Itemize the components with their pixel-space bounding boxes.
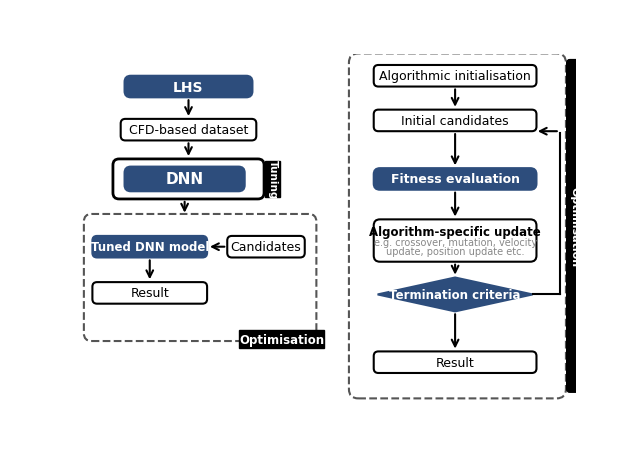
- FancyBboxPatch shape: [349, 54, 566, 398]
- Text: Tuned DNN model: Tuned DNN model: [91, 241, 209, 254]
- Text: DNN: DNN: [166, 172, 204, 187]
- Text: LHS: LHS: [173, 80, 204, 95]
- Text: e.g. crossover, mutation, velocity: e.g. crossover, mutation, velocity: [374, 238, 537, 247]
- FancyBboxPatch shape: [374, 111, 536, 132]
- FancyBboxPatch shape: [374, 352, 536, 373]
- Text: Termination criteria: Termination criteria: [389, 288, 521, 301]
- Text: Optimisation: Optimisation: [570, 186, 579, 266]
- FancyBboxPatch shape: [566, 61, 582, 392]
- FancyBboxPatch shape: [92, 282, 207, 304]
- Text: Tuning: Tuning: [268, 160, 278, 199]
- Text: Optimisation: Optimisation: [239, 333, 324, 346]
- Text: Algorithm-specific update: Algorithm-specific update: [369, 225, 541, 238]
- Text: Algorithmic initialisation: Algorithmic initialisation: [380, 70, 531, 83]
- FancyBboxPatch shape: [374, 220, 536, 262]
- Text: update, position update etc.: update, position update etc.: [386, 246, 524, 256]
- Bar: [265, 162, 280, 197]
- FancyBboxPatch shape: [84, 214, 316, 341]
- FancyBboxPatch shape: [125, 167, 244, 192]
- FancyBboxPatch shape: [125, 77, 252, 98]
- FancyBboxPatch shape: [113, 160, 264, 200]
- Text: Fitness evaluation: Fitness evaluation: [390, 173, 520, 186]
- FancyBboxPatch shape: [92, 236, 207, 258]
- FancyBboxPatch shape: [227, 236, 305, 258]
- Text: Initial candidates: Initial candidates: [401, 115, 509, 128]
- FancyBboxPatch shape: [374, 66, 536, 87]
- FancyBboxPatch shape: [121, 120, 256, 141]
- Bar: [239, 330, 324, 348]
- Text: Candidates: Candidates: [230, 241, 301, 254]
- FancyBboxPatch shape: [374, 169, 536, 190]
- Text: Result: Result: [436, 356, 474, 369]
- Polygon shape: [378, 278, 532, 312]
- Text: Result: Result: [131, 287, 169, 300]
- Text: CFD-based dataset: CFD-based dataset: [129, 124, 248, 137]
